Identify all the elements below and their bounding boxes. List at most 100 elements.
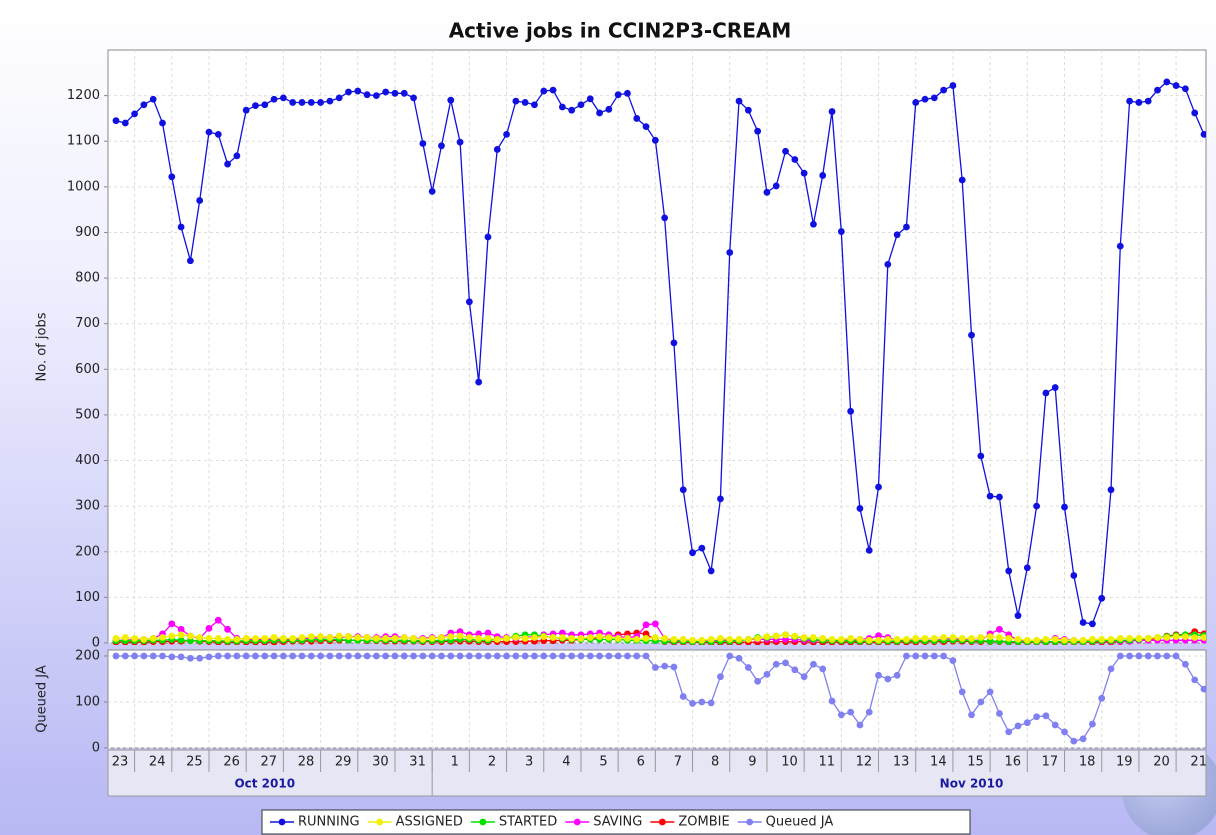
data-point bbox=[410, 635, 417, 642]
x-tick-label: 5 bbox=[599, 755, 607, 770]
data-point bbox=[392, 653, 399, 660]
x-tick-label: 13 bbox=[893, 755, 910, 770]
data-point bbox=[615, 635, 622, 642]
data-point bbox=[1024, 637, 1031, 644]
data-point bbox=[680, 636, 687, 643]
data-point bbox=[503, 635, 510, 642]
data-point bbox=[838, 228, 845, 235]
y-tick-label: 500 bbox=[75, 407, 100, 422]
data-point bbox=[168, 654, 175, 661]
data-point bbox=[726, 653, 733, 660]
data-point bbox=[1033, 503, 1040, 510]
data-point bbox=[215, 131, 222, 138]
data-point bbox=[1173, 633, 1180, 640]
data-point bbox=[615, 653, 622, 660]
data-point bbox=[438, 142, 445, 149]
y-tick-label: 1200 bbox=[67, 88, 100, 103]
data-point bbox=[857, 505, 864, 512]
data-point bbox=[1070, 572, 1077, 579]
data-point bbox=[903, 653, 910, 660]
data-point bbox=[1145, 653, 1152, 660]
data-point bbox=[1098, 695, 1105, 702]
y-tick-label: 200 bbox=[75, 648, 100, 663]
data-point bbox=[801, 634, 808, 641]
data-point bbox=[1024, 564, 1031, 571]
data-point bbox=[987, 493, 994, 500]
data-point bbox=[373, 635, 380, 642]
x-tick-label: 19 bbox=[1116, 755, 1133, 770]
data-point bbox=[698, 699, 705, 706]
data-point bbox=[940, 653, 947, 660]
data-point bbox=[522, 653, 529, 660]
data-point bbox=[1117, 635, 1124, 642]
legend-marker bbox=[376, 819, 383, 826]
x-tick-label: 3 bbox=[525, 755, 533, 770]
x-tick-label: 30 bbox=[372, 755, 389, 770]
data-point bbox=[950, 657, 957, 664]
data-point bbox=[289, 635, 296, 642]
data-point bbox=[131, 110, 138, 117]
x-tick-label: 11 bbox=[818, 755, 835, 770]
data-point bbox=[587, 95, 594, 102]
data-point bbox=[847, 408, 854, 415]
data-point bbox=[875, 484, 882, 491]
data-point bbox=[345, 653, 352, 660]
data-point bbox=[438, 653, 445, 660]
data-point bbox=[959, 688, 966, 695]
data-point bbox=[875, 637, 882, 644]
data-point bbox=[801, 673, 808, 680]
x-tick-label: 6 bbox=[637, 755, 645, 770]
data-point bbox=[736, 98, 743, 105]
data-point bbox=[140, 636, 147, 643]
data-point bbox=[754, 678, 761, 685]
data-point bbox=[280, 653, 287, 660]
data-point bbox=[224, 636, 231, 643]
data-point bbox=[215, 617, 222, 624]
data-point bbox=[745, 107, 752, 114]
chart: Active jobs in CCIN2P3-CREAM No. of jobs… bbox=[0, 0, 1216, 835]
data-point bbox=[968, 711, 975, 718]
data-point bbox=[531, 653, 538, 660]
data-point bbox=[419, 636, 426, 643]
x-tick-label: 21 bbox=[1190, 755, 1207, 770]
data-point bbox=[196, 634, 203, 641]
data-point bbox=[271, 634, 278, 641]
data-point bbox=[150, 635, 157, 642]
data-point bbox=[922, 635, 929, 642]
month-label: Oct 2010 bbox=[234, 777, 295, 791]
data-point bbox=[429, 653, 436, 660]
x-tick-label: 27 bbox=[261, 755, 278, 770]
x-tick-label: 20 bbox=[1153, 755, 1170, 770]
data-point bbox=[261, 653, 268, 660]
data-point bbox=[261, 635, 268, 642]
data-point bbox=[233, 636, 240, 643]
data-point bbox=[940, 87, 947, 94]
data-point bbox=[512, 98, 519, 105]
data-point bbox=[1108, 636, 1115, 643]
data-point bbox=[931, 635, 938, 642]
data-point bbox=[605, 653, 612, 660]
data-point bbox=[559, 634, 566, 641]
legend-marker bbox=[279, 819, 286, 826]
y-tick-label: 800 bbox=[75, 271, 100, 286]
data-point bbox=[289, 99, 296, 106]
data-point bbox=[1145, 635, 1152, 642]
data-point bbox=[392, 90, 399, 97]
data-point bbox=[410, 94, 417, 101]
y-tick-label: 700 bbox=[75, 316, 100, 331]
data-point bbox=[968, 332, 975, 339]
data-point bbox=[977, 699, 984, 706]
data-point bbox=[717, 673, 724, 680]
data-point bbox=[903, 636, 910, 643]
data-point bbox=[1126, 635, 1133, 642]
data-point bbox=[689, 637, 696, 644]
data-point bbox=[857, 636, 864, 643]
data-point bbox=[550, 87, 557, 94]
data-point bbox=[931, 653, 938, 660]
data-point bbox=[1043, 636, 1050, 643]
data-point bbox=[708, 636, 715, 643]
legend-marker bbox=[746, 819, 753, 826]
data-point bbox=[178, 654, 185, 661]
data-point bbox=[1061, 637, 1068, 644]
data-point bbox=[633, 115, 640, 122]
